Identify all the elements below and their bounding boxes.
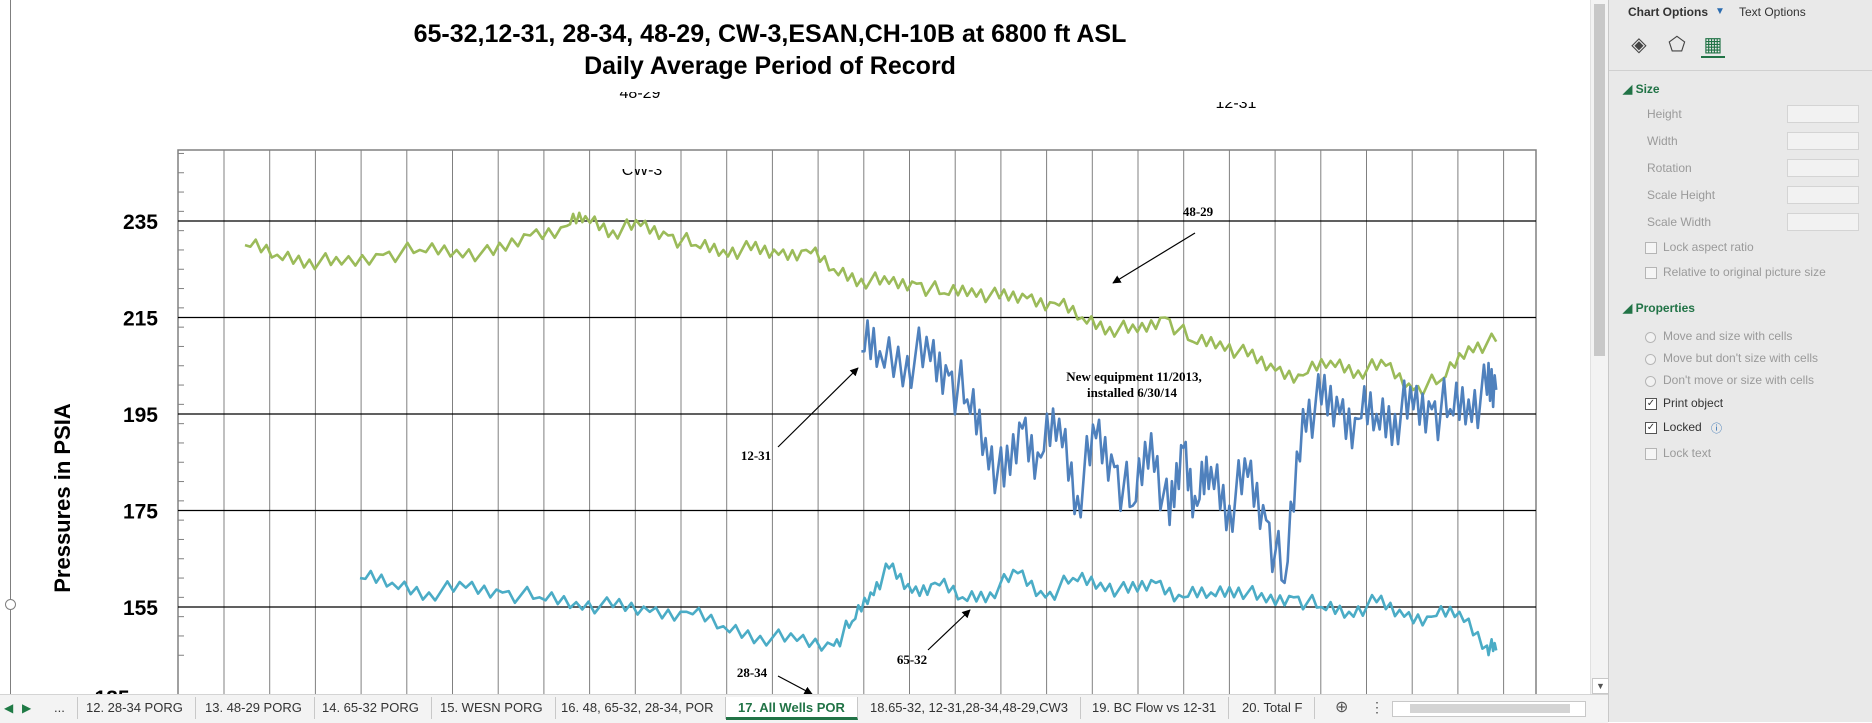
y-tick-label: 155	[123, 597, 158, 620]
series-line-65-32	[359, 562, 1498, 657]
tab-next-icon[interactable]: ▶	[22, 701, 32, 715]
y-tick-label: 215	[123, 308, 158, 331]
sheet-tab[interactable]: 14. 65-32 PORG	[310, 697, 432, 719]
y-tick-label: 235	[123, 211, 158, 234]
move-no-size-radio[interactable]	[1645, 354, 1656, 365]
chart-area[interactable]: 155 175 195 215 235 48-29 12-31 65-32 28-34 New …	[0, 0, 1590, 694]
y-tick-label: 175	[123, 501, 158, 524]
no-move-radio[interactable]	[1645, 376, 1656, 387]
scroll-down-icon[interactable]: ▼	[1592, 678, 1609, 694]
move-size-label: Move and size with cells	[1663, 329, 1793, 343]
sheet-tab[interactable]: 16. 48, 65-32, 28-34, POR	[549, 697, 727, 719]
equipment-note-line1: New equipment 11/2013,	[1066, 369, 1201, 384]
tab-split-icon[interactable]: ⋮	[1370, 699, 1384, 715]
clipped-label: 12-31	[1216, 95, 1257, 112]
properties-section-title[interactable]: ◢ Properties	[1623, 301, 1695, 315]
chart-title: 65-32,12-31, 28-34, 48-29, CW-3,ESAN,CH-…	[414, 20, 1127, 48]
vertical-scrollbar[interactable]: ▼	[1590, 0, 1609, 694]
add-sheet-icon[interactable]: ⊕	[1335, 699, 1349, 716]
size-title-text: Size	[1635, 82, 1660, 96]
rotation-label: Rotation	[1647, 161, 1692, 175]
lock-aspect-label: Lock aspect ratio	[1663, 240, 1754, 254]
annotation-arrow	[777, 367, 859, 448]
effects-icon[interactable]: ⬠	[1668, 34, 1686, 56]
annotation-arrow	[777, 675, 813, 694]
chart-svg: 155 175 195 215 235 48-29 12-31 65-32 28-34 New …	[50, 20, 1537, 694]
info-icon[interactable]: ⓘ	[1711, 423, 1722, 435]
locked-label: Locked	[1663, 420, 1702, 434]
lock-text-checkbox[interactable]	[1645, 448, 1657, 460]
relative-size-label: Relative to original picture size	[1663, 265, 1826, 279]
print-object-label: Print object	[1663, 396, 1724, 410]
sheet-tab[interactable]: 18.65-32, 12-31,28-34,48-29,CW3	[858, 697, 1082, 719]
clipped-label: 48-29	[620, 85, 661, 102]
relative-size-checkbox[interactable]	[1645, 267, 1657, 279]
chart-subtitle: Daily Average Period of Record	[584, 52, 956, 80]
sheet-tab[interactable]: 20. Total F	[1230, 697, 1316, 719]
format-chart-panel: Chart Options ▼ Text Options ◈ ⬠ ▦ ◢ Siz…	[1608, 0, 1872, 722]
print-object-checkbox[interactable]: ✓	[1645, 398, 1657, 410]
sheet-tab-active[interactable]: 17. All Wells POR	[726, 697, 858, 720]
y-tick-label: 195	[123, 404, 158, 427]
hscroll-thumb[interactable]	[1410, 704, 1570, 713]
scroll-thumb[interactable]	[1594, 4, 1605, 356]
size-properties-icon[interactable]: ▦	[1701, 32, 1725, 58]
equipment-note-line2: installed 6/30/14	[1087, 385, 1177, 400]
sheet-tab[interactable]: 19. BC Flow vs 12-31	[1080, 697, 1230, 719]
annotation-arrow	[927, 609, 971, 651]
scale-width-label: Scale Width	[1647, 215, 1712, 229]
locked-checkbox[interactable]: ✓	[1645, 422, 1657, 434]
tab-prev-icon[interactable]: ◀	[4, 701, 14, 715]
sheet-tab[interactable]: 12. 28-34 PORG	[74, 697, 196, 719]
fill-line-icon[interactable]: ◈	[1631, 34, 1647, 56]
sheet-tab[interactable]: 13. 48-29 PORG	[193, 697, 315, 719]
lock-text-label: Lock text	[1663, 446, 1712, 460]
sheet-tab-bar: ◀ ▶ ... 12. 28-34 PORG 13. 48-29 PORG 14…	[0, 694, 1608, 723]
no-move-label: Don't move or size with cells	[1663, 373, 1815, 387]
annotation-label: 12-31	[741, 448, 771, 463]
clipped-label: CW-3	[622, 162, 663, 179]
annotation-label: 48-29	[1183, 204, 1214, 219]
scale-height-input[interactable]	[1787, 186, 1859, 204]
chevron-down-icon[interactable]: ▼	[1715, 6, 1725, 17]
series-line-12-31	[861, 319, 1498, 585]
tab-chart-options[interactable]: Chart Options	[1628, 5, 1708, 19]
scale-width-input[interactable]	[1787, 213, 1859, 231]
width-label: Width	[1647, 134, 1678, 148]
selection-border	[10, 0, 11, 694]
clipped-label: 185	[94, 687, 129, 694]
size-section-title[interactable]: ◢ Size	[1623, 82, 1660, 96]
panel-divider	[1609, 70, 1872, 71]
annotation-label: 65-32	[897, 652, 927, 667]
lock-aspect-checkbox[interactable]	[1645, 242, 1657, 254]
move-no-size-label: Move but don't size with cells	[1663, 351, 1819, 365]
annotation-label: 28-34	[737, 665, 768, 680]
scale-height-label: Scale Height	[1647, 188, 1716, 202]
series-line-48-29	[244, 211, 1498, 397]
width-input[interactable]	[1787, 132, 1859, 150]
annotation-arrow	[1112, 232, 1196, 284]
height-label: Height	[1647, 107, 1682, 121]
selection-handle[interactable]	[5, 599, 16, 610]
horizontal-scrollbar[interactable]	[1392, 701, 1586, 717]
properties-title-text: Properties	[1635, 301, 1695, 315]
height-input[interactable]	[1787, 105, 1859, 123]
y-axis-label: Pressures in PSIA	[50, 403, 75, 593]
sheet-tab[interactable]: 15. WESN PORG	[428, 697, 556, 719]
rotation-input[interactable]	[1787, 159, 1859, 177]
tab-text-options[interactable]: Text Options	[1739, 5, 1806, 19]
tab-more[interactable]: ...	[42, 697, 78, 719]
move-size-radio[interactable]	[1645, 332, 1656, 343]
